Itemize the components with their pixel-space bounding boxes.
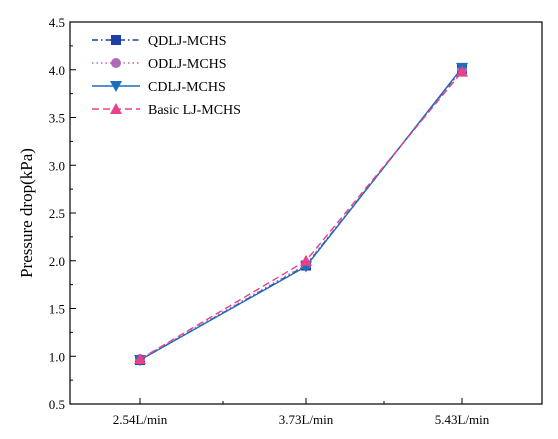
x-tick-label: 5.43L/min [435,412,490,427]
legend-label: ODLJ-MCHS [148,57,227,72]
data-point [300,254,312,266]
y-tick-label: 2.5 [49,206,65,221]
series-line [139,69,463,360]
y-tick-label: 0.5 [49,397,65,412]
data-point [134,353,146,365]
plot-frame [69,21,543,405]
legend-label: QDLJ-MCHS [148,34,227,49]
legend-label: CDLJ-MCHS [148,80,226,95]
legend-label: Basic LJ-MCHS [148,103,241,118]
legend-marker [110,81,122,92]
y-tick-label: 3.0 [49,158,65,173]
legend-marker [111,58,121,68]
y-tick-label: 1.5 [49,302,65,317]
y-tick-label: 3.5 [49,111,65,126]
y-tick-label: 2.0 [49,254,65,269]
x-tick-label: 3.73L/min [279,412,334,427]
y-tick-label: 1.0 [49,349,65,364]
legend-marker [110,103,122,114]
x-tick-label: 2.54L/min [113,412,168,427]
y-axis-label: Pressure drop(kPa) [17,148,36,278]
data-point [456,65,468,77]
y-tick-label: 4.5 [49,15,65,30]
legend-marker [111,35,121,45]
y-tick-label: 4.0 [49,63,65,78]
